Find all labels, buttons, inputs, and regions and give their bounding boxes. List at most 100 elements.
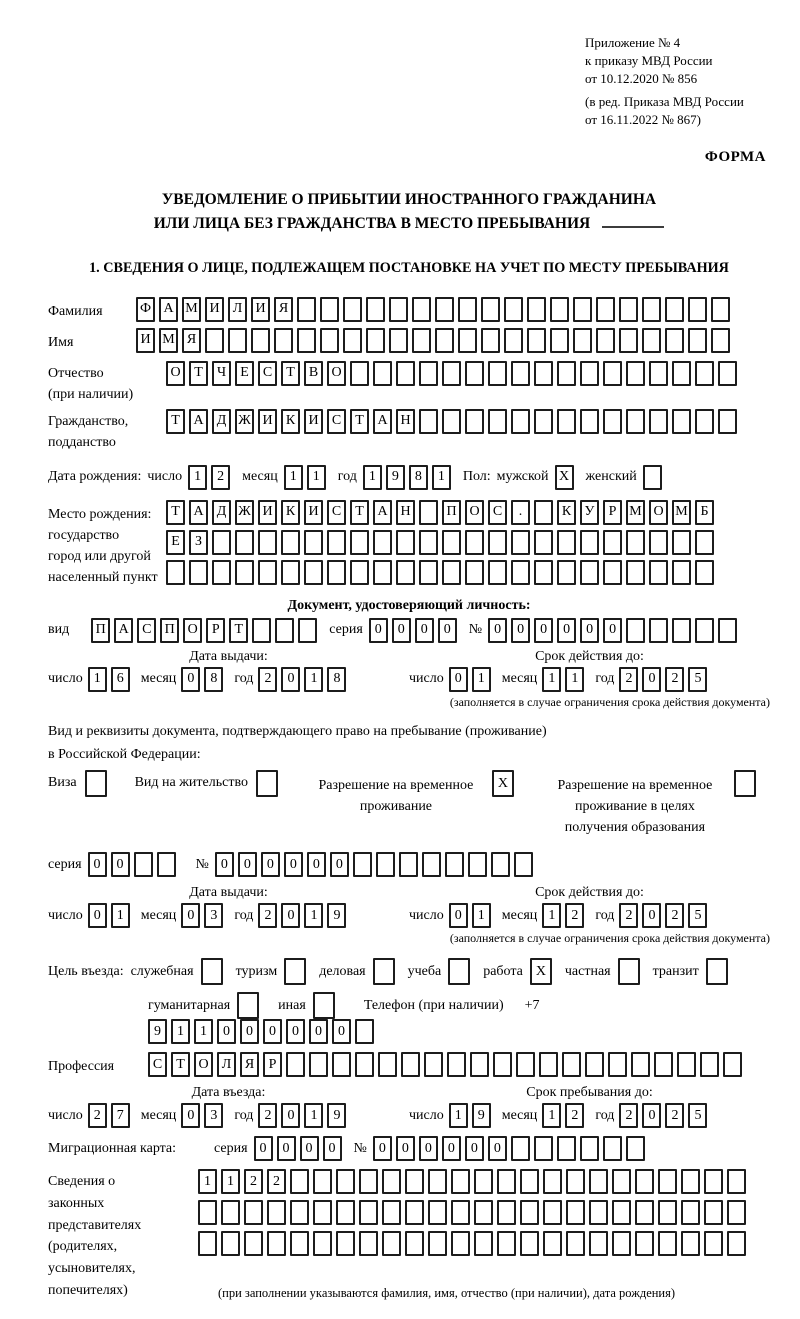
form-cell[interactable] (396, 360, 415, 386)
legal-reps-cells-row2[interactable] (198, 1200, 750, 1226)
form-cell[interactable]: С (327, 408, 346, 434)
form-cell[interactable]: 5 (688, 1103, 708, 1129)
form-cell[interactable] (695, 617, 715, 643)
form-cell[interactable] (490, 852, 510, 878)
form-cell[interactable]: Т (229, 617, 249, 643)
form-cell[interactable] (602, 1136, 622, 1162)
form-cell[interactable] (442, 559, 461, 585)
form-cell[interactable] (704, 1231, 723, 1257)
form-cell[interactable]: Ф (136, 296, 155, 322)
form-cell[interactable] (631, 1052, 650, 1078)
form-cell[interactable] (705, 958, 728, 986)
form-cell[interactable] (237, 992, 260, 1020)
form-cell[interactable] (504, 296, 523, 322)
form-cell[interactable]: 9 (471, 1103, 491, 1129)
form-cell[interactable]: Т (166, 499, 185, 525)
form-cell[interactable] (267, 1200, 286, 1226)
purpose-tourism-checkbox[interactable] (284, 958, 310, 986)
form-cell[interactable] (481, 296, 500, 322)
form-cell[interactable] (373, 559, 392, 585)
temp-residence-education-checkbox[interactable] (733, 770, 760, 798)
form-cell[interactable] (189, 559, 208, 585)
form-cell[interactable]: Т (166, 408, 185, 434)
form-cell[interactable] (419, 529, 438, 555)
form-cell[interactable]: 3 (204, 1103, 224, 1129)
form-cell[interactable] (355, 1019, 374, 1045)
form-cell[interactable] (458, 327, 477, 353)
form-cell[interactable] (451, 1169, 470, 1195)
form-cell[interactable] (649, 360, 668, 386)
form-cell[interactable]: 1 (471, 666, 491, 692)
form-cell[interactable]: 1 (304, 1103, 324, 1129)
form-cell[interactable] (290, 1231, 309, 1257)
form-cell[interactable]: Б (695, 499, 714, 525)
form-cell[interactable]: 1 (448, 1103, 468, 1129)
birth-place-cells-row3[interactable] (166, 559, 718, 585)
form-cell[interactable]: 0 (240, 1019, 259, 1045)
form-cell[interactable] (665, 296, 684, 322)
form-cell[interactable] (658, 1169, 677, 1195)
visa-checkbox[interactable] (84, 770, 111, 798)
form-cell[interactable] (733, 770, 756, 798)
form-cell[interactable] (470, 1052, 489, 1078)
form-cell[interactable]: 1 (542, 903, 562, 929)
form-cell[interactable]: А (159, 296, 178, 322)
form-cell[interactable]: 1 (110, 903, 130, 929)
form-cell[interactable] (228, 327, 247, 353)
form-cell[interactable] (343, 327, 362, 353)
form-cell[interactable] (421, 852, 441, 878)
form-cell[interactable]: 1 (542, 666, 562, 692)
form-cell[interactable]: 8 (327, 666, 347, 692)
form-cell[interactable] (235, 529, 254, 555)
form-cell[interactable] (556, 1136, 576, 1162)
form-cell[interactable] (281, 529, 300, 555)
form-cell[interactable]: П (91, 617, 111, 643)
form-cell[interactable] (350, 360, 369, 386)
form-cell[interactable] (435, 296, 454, 322)
form-cell[interactable] (688, 296, 707, 322)
form-cell[interactable] (405, 1200, 424, 1226)
form-cell[interactable] (603, 559, 622, 585)
form-cell[interactable] (626, 360, 645, 386)
form-cell[interactable] (366, 296, 385, 322)
form-cell[interactable]: Т (189, 360, 208, 386)
form-cell[interactable] (398, 852, 418, 878)
form-cell[interactable]: 1 (198, 1169, 217, 1195)
form-cell[interactable] (442, 360, 461, 386)
form-cell[interactable] (497, 1231, 516, 1257)
form-cell[interactable]: 0 (391, 617, 411, 643)
form-cell[interactable]: X (529, 958, 552, 986)
form-cell[interactable] (543, 1169, 562, 1195)
form-cell[interactable] (654, 1052, 673, 1078)
form-cell[interactable] (589, 1231, 608, 1257)
form-cell[interactable] (488, 408, 507, 434)
form-cell[interactable] (612, 1200, 631, 1226)
form-cell[interactable] (681, 1231, 700, 1257)
form-cell[interactable]: 0 (253, 1136, 273, 1162)
form-cell[interactable]: И (258, 408, 277, 434)
form-cell[interactable]: 0 (534, 617, 554, 643)
form-cell[interactable] (320, 296, 339, 322)
form-cell[interactable] (221, 1200, 240, 1226)
form-cell[interactable] (534, 360, 553, 386)
form-cell[interactable] (520, 1231, 539, 1257)
form-cell[interactable] (309, 1052, 328, 1078)
form-cell[interactable]: 2 (244, 1169, 263, 1195)
form-cell[interactable] (635, 1200, 654, 1226)
form-cell[interactable] (396, 559, 415, 585)
form-cell[interactable]: 1 (283, 464, 303, 490)
form-cell[interactable] (510, 1136, 530, 1162)
form-cell[interactable]: К (557, 499, 576, 525)
form-cell[interactable] (474, 1169, 493, 1195)
form-cell[interactable] (284, 958, 307, 986)
form-cell[interactable]: 0 (181, 666, 201, 692)
